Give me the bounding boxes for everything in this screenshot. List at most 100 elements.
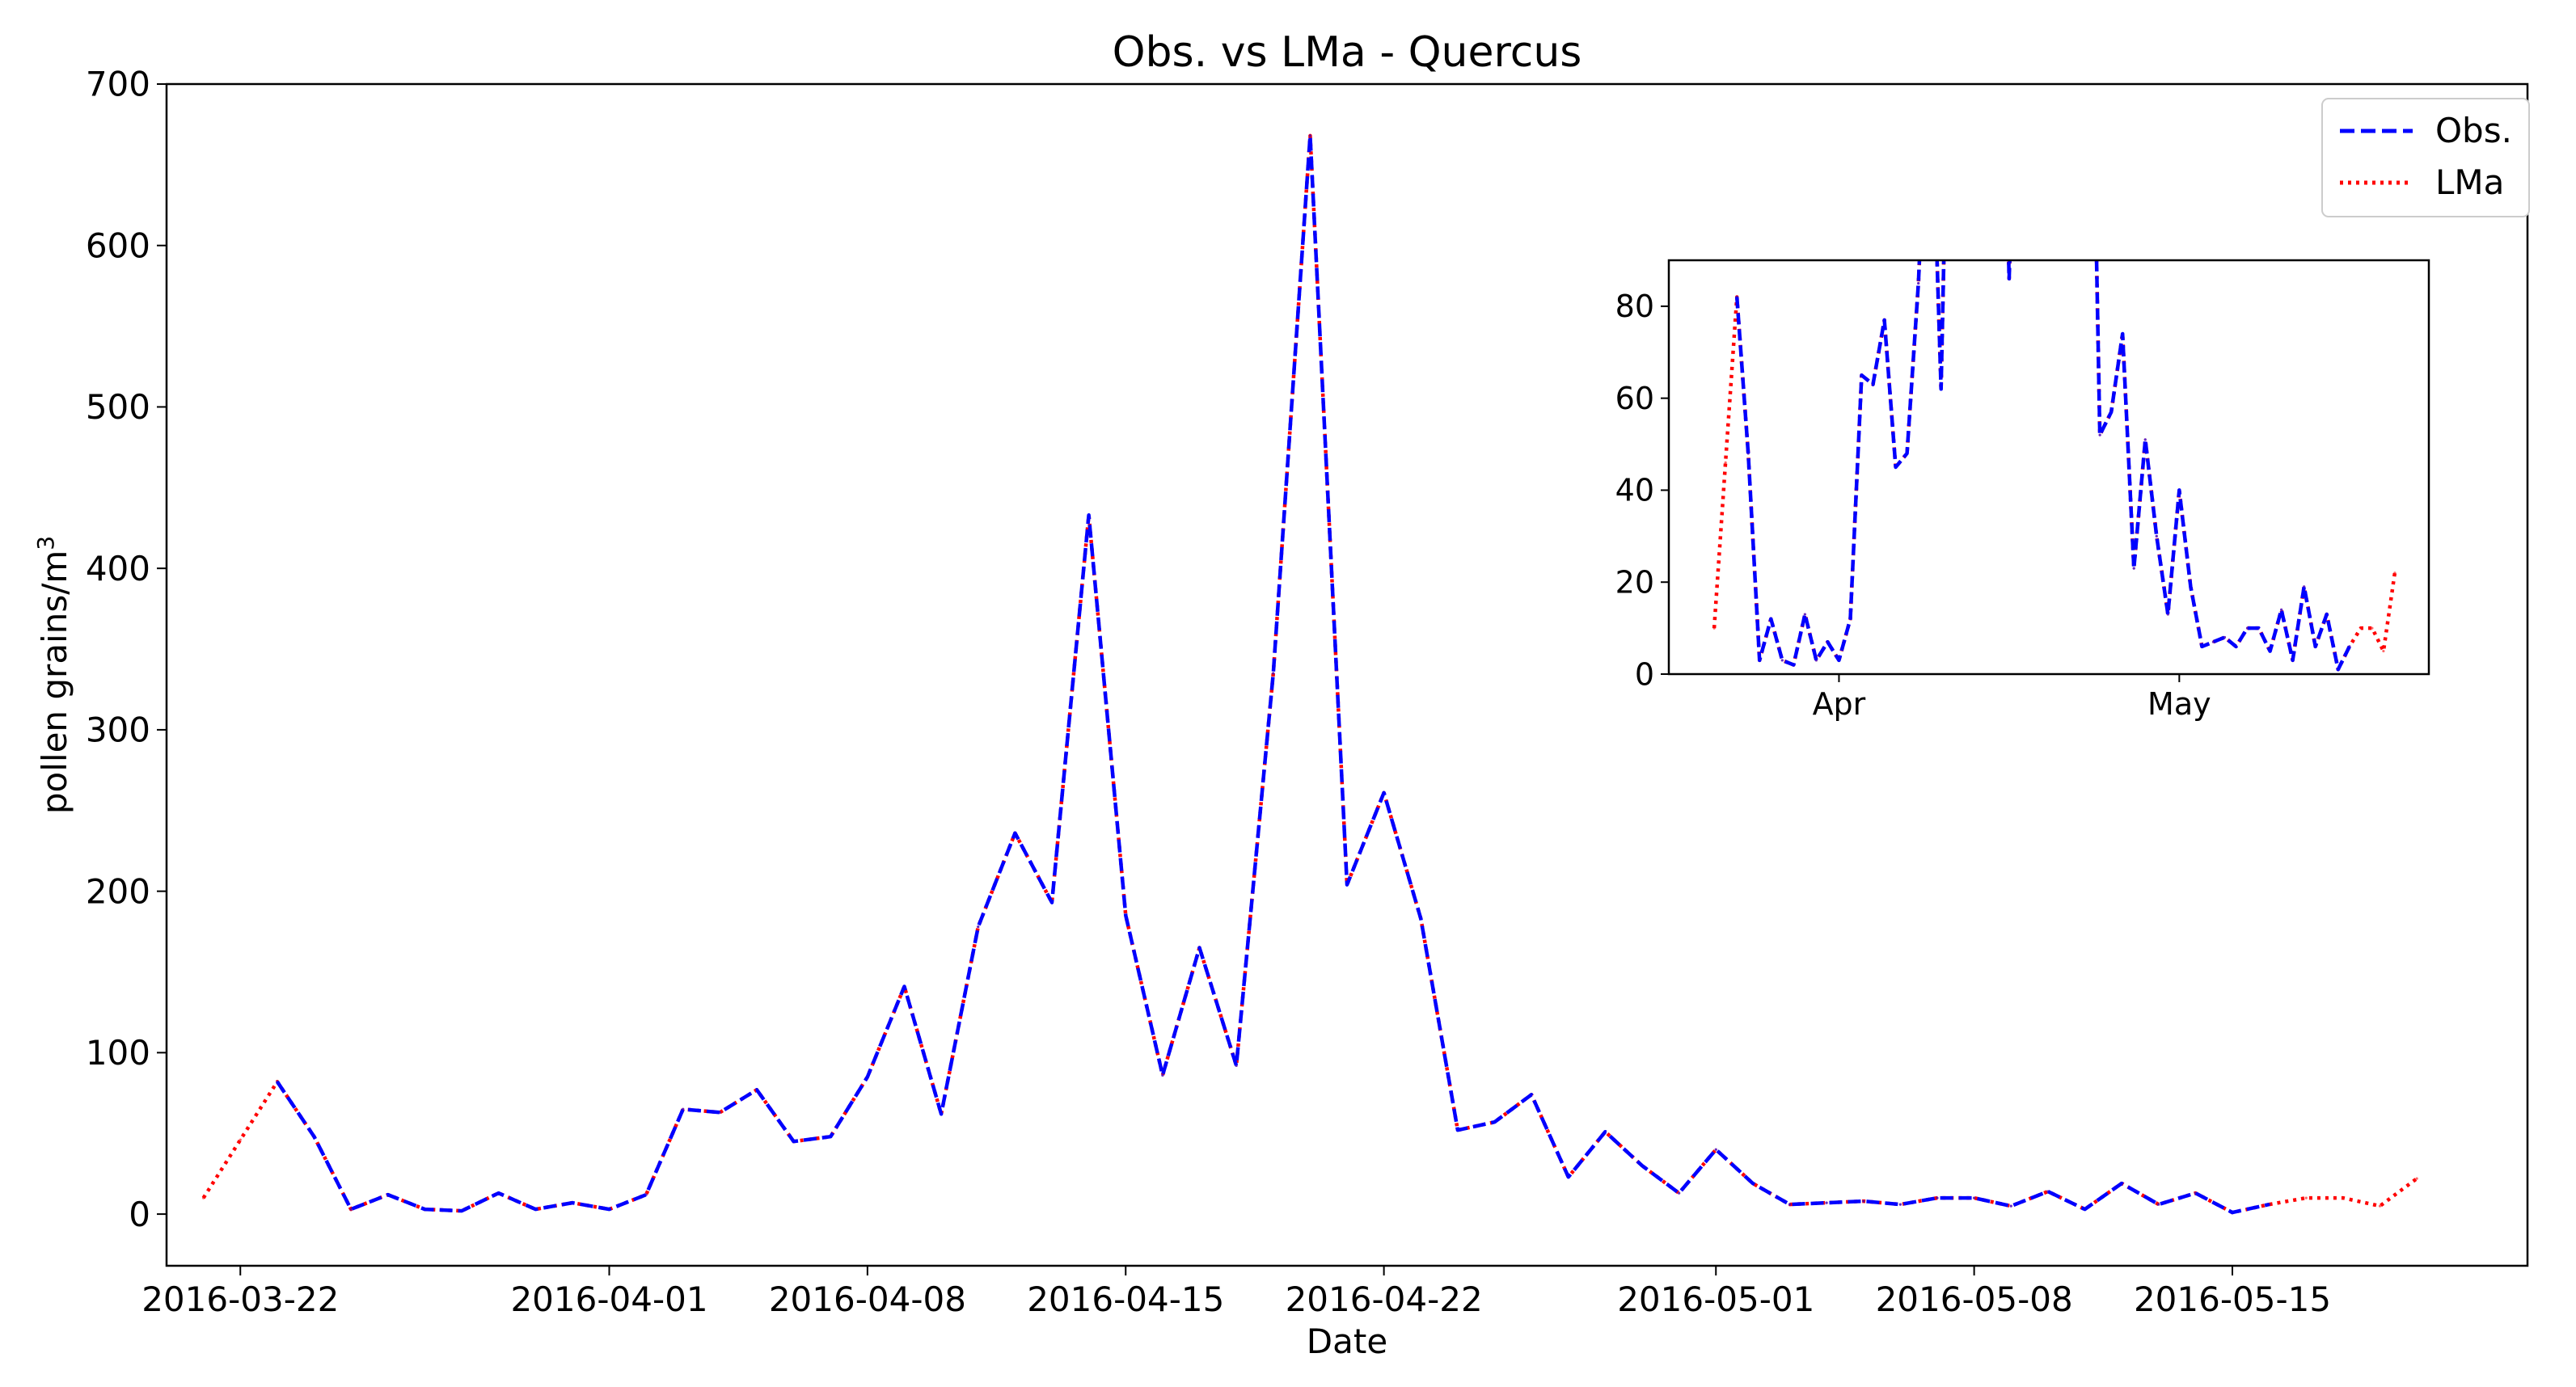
inset-data-point-obs <box>2280 608 2283 611</box>
main-y-tick-label: 0 <box>129 1195 150 1234</box>
inset-plot-frame <box>1667 259 2430 676</box>
main-data-point-obs <box>1603 1130 1607 1133</box>
main-x-tick-label: 2016-04-15 <box>1027 1279 1224 1319</box>
main-data-point-obs <box>1345 883 1349 887</box>
inset-data-point-lma <box>2393 571 2397 575</box>
main-data-point-obs <box>1973 1196 1976 1199</box>
inset-data-point-obs <box>2200 645 2204 648</box>
main-x-tick-label: 2016-04-22 <box>1286 1279 1483 1319</box>
inset-y-tick-label: 0 <box>1635 656 1654 692</box>
main-data-point-obs <box>423 1208 426 1211</box>
main-y-tick-label: 600 <box>86 226 150 265</box>
main-x-tick-label: 2016-05-08 <box>1876 1279 2073 1319</box>
inset-data-point-lma <box>1724 461 1727 464</box>
main-data-point-obs <box>1714 1148 1717 1151</box>
inset-data-point-obs <box>1871 383 1875 386</box>
x-axis-label: Date <box>1307 1322 1387 1361</box>
main-data-point-obs <box>940 1112 943 1115</box>
inset-data-point-obs <box>2325 613 2329 616</box>
main-data-point-obs <box>1197 946 1201 950</box>
main-data-point-obs <box>534 1208 537 1211</box>
main-data-point-obs <box>1456 1128 1459 1132</box>
main-data-point-obs <box>2046 1190 2050 1193</box>
main-data-point-obs <box>644 1193 648 1196</box>
inset-data-point-obs <box>1917 281 1920 285</box>
main-data-point-obs <box>902 984 906 989</box>
main-data-point-obs <box>1419 917 1422 921</box>
inset-data-point-obs <box>1894 466 1898 469</box>
inset-data-point-lma <box>2359 626 2363 630</box>
inset-data-point-obs <box>2177 488 2181 492</box>
main-data-point-lma <box>239 1138 242 1141</box>
main-data-point-obs <box>2009 1204 2012 1208</box>
main-data-point-obs <box>1050 901 1054 904</box>
inset-data-point-obs <box>2109 411 2113 414</box>
main-data-point-obs <box>2194 1191 2197 1195</box>
main-data-point-obs <box>1161 1073 1164 1077</box>
main-y-tick-label: 700 <box>86 65 150 104</box>
main-data-point-obs <box>866 1075 869 1078</box>
legend: Obs. LMa <box>2321 98 2530 217</box>
main-y-tick-label: 100 <box>86 1033 150 1073</box>
inset-data-point-obs <box>2008 277 2011 280</box>
inset-y-tick-label: 40 <box>1615 473 1654 508</box>
inset-background <box>1669 260 2429 674</box>
main-data-point-lma <box>2304 1196 2308 1199</box>
main-data-point-obs <box>1862 1199 1865 1203</box>
main-data-point-obs <box>497 1191 500 1195</box>
inset-data-point-lma <box>2371 626 2374 630</box>
inset-data-point-obs <box>1758 659 1761 662</box>
main-data-point-obs <box>1530 1093 1533 1096</box>
inset-data-point-obs <box>1792 664 1795 667</box>
main-series-group <box>201 133 2418 1215</box>
main-data-point-obs <box>1235 1064 1238 1067</box>
main-data-point-obs <box>2268 1203 2271 1206</box>
main-data-point-obs <box>1788 1203 1792 1206</box>
main-data-point-obs <box>2231 1211 2234 1214</box>
inset-x-tick-label: Apr <box>1813 686 1866 722</box>
main-data-point-obs <box>718 1111 721 1114</box>
main-data-point-obs <box>607 1208 611 1211</box>
inset-data-point-obs <box>2291 659 2295 662</box>
main-data-point-obs <box>1383 791 1386 795</box>
inset-data-point-obs <box>1746 452 1750 455</box>
inset-data-point-obs <box>1769 618 1772 621</box>
chart-title: Obs. vs LMa - Quercus <box>1113 28 1582 77</box>
main-data-point-obs <box>349 1208 353 1211</box>
main-data-point-obs <box>1678 1191 1681 1195</box>
inset-data-point-obs <box>1837 659 1841 662</box>
main-data-point-obs <box>1825 1201 1828 1204</box>
main-data-point-obs <box>1751 1182 1755 1185</box>
main-x-tick-label: 2016-03-22 <box>141 1279 339 1319</box>
main-data-point-obs <box>460 1209 463 1212</box>
y-axis-label: pollen grains/m3 <box>32 536 74 814</box>
inset-series-group <box>1712 260 2397 672</box>
inset-y-tick-label: 20 <box>1615 565 1654 601</box>
inset-data-point-obs <box>1735 295 1738 299</box>
main-x-tick-label: 2016-05-01 <box>1617 1279 1814 1319</box>
main-data-point-obs <box>1898 1203 1902 1206</box>
inset-data-point-obs <box>1826 640 1830 643</box>
inset-data-point-obs <box>2211 640 2215 643</box>
y-axis-label-superscript: 3 <box>32 536 59 550</box>
main-data-point-obs <box>829 1135 832 1138</box>
inset-data-point-obs <box>2314 645 2317 648</box>
inset-data-point-obs <box>1814 659 1818 662</box>
main-data-point-obs <box>792 1140 796 1143</box>
inset-data-point-obs <box>1940 387 1943 390</box>
main-data-point-obs <box>1567 1175 1570 1178</box>
inset-data-point-obs <box>2143 438 2147 441</box>
main-plot-frame <box>165 82 2529 1267</box>
main-data-point-lma <box>2415 1177 2418 1180</box>
main-y-tick-label: 200 <box>86 871 150 911</box>
inset-data-point-obs <box>2234 645 2238 648</box>
main-data-point-obs <box>977 925 980 929</box>
main-y-tick-label: 400 <box>86 549 150 588</box>
inset-chart: 0 20 40 60 80 Apr May <box>1615 259 2430 722</box>
main-x-tick-label: 2016-04-08 <box>769 1279 966 1319</box>
inset-data-point-obs <box>2348 645 2351 648</box>
inset-data-point-obs <box>2303 585 2306 588</box>
